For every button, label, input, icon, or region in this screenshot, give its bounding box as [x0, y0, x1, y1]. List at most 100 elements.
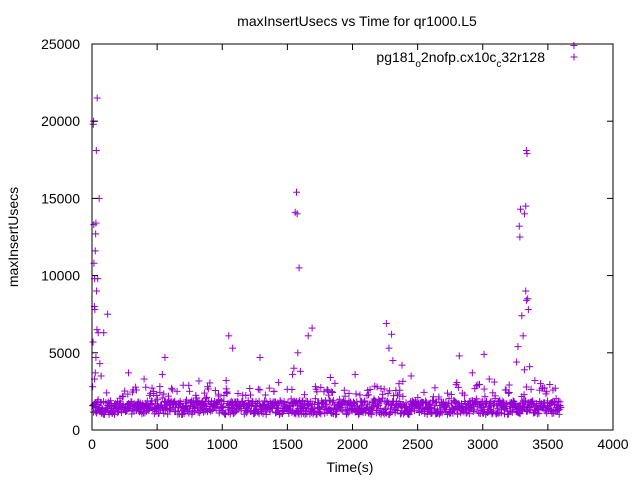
data-point: [109, 406, 117, 414]
x-tick-label: 0: [88, 436, 96, 452]
data-point: [107, 397, 115, 405]
data-point: [91, 369, 99, 377]
data-point: [380, 385, 388, 393]
plot-points: [89, 42, 578, 419]
data-point: [385, 344, 393, 352]
data-point: [520, 210, 528, 218]
legend-label-base: pg181: [376, 49, 415, 65]
data-point: [523, 150, 531, 158]
data-point: [200, 389, 208, 397]
data-point: [522, 383, 530, 391]
data-point: [89, 383, 97, 391]
x-tick-label: 1500: [272, 436, 303, 452]
plot-frame: [91, 43, 614, 431]
data-point: [188, 397, 196, 405]
data-point: [379, 390, 387, 398]
data-point: [366, 386, 374, 394]
data-point: [522, 287, 530, 295]
data-point: [340, 386, 348, 394]
data-point: [431, 384, 439, 392]
data-point: [247, 391, 255, 399]
data-point: [168, 384, 176, 392]
data-point: [147, 401, 155, 409]
data-point: [234, 390, 242, 398]
data-point: [342, 404, 350, 412]
data-point: [212, 399, 220, 407]
x-tick-label: 3500: [532, 436, 563, 452]
data-point: [422, 400, 430, 408]
data-point: [91, 306, 99, 314]
y-tick-label: 15000: [41, 190, 80, 206]
data-point: [132, 383, 140, 391]
data-point: [345, 389, 353, 397]
data-point: [516, 233, 524, 241]
data-point: [481, 393, 489, 401]
data-point: [138, 410, 146, 418]
data-point: [308, 324, 316, 332]
data-point: [145, 407, 153, 415]
data-point: [168, 386, 176, 394]
data-point: [513, 358, 521, 366]
data-point: [332, 410, 340, 418]
data-point: [165, 406, 173, 414]
data-point: [450, 397, 458, 405]
data-point: [92, 147, 100, 155]
data-point: [148, 384, 156, 392]
data-point: [304, 332, 312, 340]
legend-label-sub2: c: [496, 59, 501, 70]
data-point: [436, 408, 444, 416]
data-point: [119, 392, 127, 400]
data-point: [554, 407, 562, 415]
data-point: [475, 380, 483, 388]
x-tick-label: 1000: [207, 436, 238, 452]
data-point: [211, 386, 219, 394]
data-point: [454, 383, 462, 391]
y-tick-label: 10000: [41, 268, 80, 284]
data-point: [219, 402, 227, 410]
data-point: [526, 406, 534, 414]
y-tick-label: 0: [72, 422, 80, 438]
data-point: [121, 387, 129, 395]
data-point: [223, 390, 231, 398]
data-point: [399, 377, 407, 385]
data-point: [300, 391, 308, 399]
data-point: [408, 405, 416, 413]
data-point: [275, 379, 283, 387]
data-point: [124, 369, 132, 377]
tick-labels: 0 500 1000 1500 2000 2500 3000 3500 4000 0 5000 100…: [41, 36, 629, 452]
data-point: [468, 369, 476, 377]
data-point: [527, 385, 535, 393]
data-point: [543, 388, 551, 396]
data-point: [259, 410, 267, 418]
data-point: [225, 332, 233, 340]
data-point: [93, 326, 101, 334]
data-point: [317, 383, 325, 391]
data-point: [520, 391, 528, 399]
data-point: [540, 399, 548, 407]
data-point: [469, 408, 477, 416]
data-point: [524, 306, 532, 314]
data-point: [296, 367, 304, 375]
data-point: [267, 403, 275, 411]
data-point: [332, 411, 340, 419]
data-point: [260, 405, 268, 413]
data-point: [272, 401, 280, 409]
data-point: [522, 147, 530, 155]
data-point: [124, 390, 132, 398]
data-point: [365, 400, 373, 408]
data-point: [222, 377, 230, 385]
data-point: [179, 381, 187, 389]
data-point: [531, 377, 539, 385]
data-point: [395, 391, 403, 399]
data-point: [322, 400, 330, 408]
data-point: [485, 375, 493, 383]
data-point: [420, 388, 428, 396]
data-point: [373, 383, 381, 391]
data-point: [382, 319, 390, 327]
y-axis-label: maxInsertUsecs: [5, 187, 21, 287]
data-point: [132, 386, 140, 394]
data-point: [570, 42, 578, 50]
data-point: [344, 409, 352, 417]
data-point: [359, 399, 367, 407]
data-point: [392, 406, 400, 414]
